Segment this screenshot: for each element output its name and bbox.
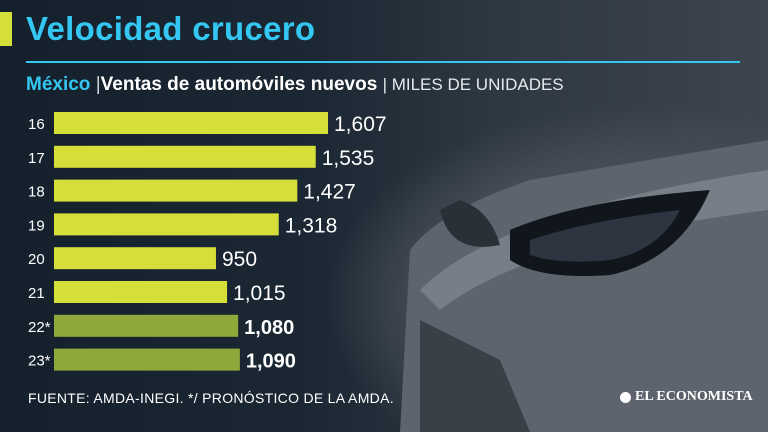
value-label: 1,535 <box>322 147 375 170</box>
page-title: Velocidad crucero <box>26 10 316 47</box>
value-label: 1,090 <box>246 351 296 373</box>
title-divider <box>26 61 740 63</box>
subtitle-separator: | <box>95 74 101 95</box>
subtitle-main: Ventas de automóviles nuevos <box>100 74 378 95</box>
brand-dot-icon <box>620 391 631 403</box>
title-accent-bar <box>0 12 12 46</box>
category-label: 18 <box>28 184 45 201</box>
value-label: 950 <box>222 248 257 271</box>
category-label: 21 <box>28 285 45 302</box>
brand-name: EL ECONOMISTA <box>635 389 753 404</box>
brand-logo: EL ECONOMISTA <box>620 389 753 405</box>
category-label: 20 <box>28 251 45 268</box>
bar <box>54 213 279 236</box>
category-label: 22* <box>28 319 51 336</box>
value-label: 1,427 <box>303 181 356 204</box>
bar <box>54 145 316 168</box>
category-label: 17 <box>28 150 45 167</box>
bar <box>54 281 228 303</box>
subtitle-unit: | MILES DE UNIDADES <box>382 75 564 94</box>
bar <box>54 314 239 337</box>
category-label: 19 <box>28 217 45 234</box>
value-label: 1,607 <box>334 113 387 136</box>
chart-subtitle: México |Ventas de automóviles nuevos | M… <box>26 74 564 96</box>
car-photo <box>400 140 768 432</box>
bar <box>54 179 298 202</box>
source-note: FUENTE: AMDA-INEGI. */ PRONÓSTICO DE LA … <box>28 390 394 406</box>
bar <box>54 247 216 270</box>
value-label: 1,015 <box>233 282 286 305</box>
bar <box>54 348 240 371</box>
category-label: 23* <box>28 353 51 370</box>
value-label: 1,080 <box>244 317 294 339</box>
value-label: 1,318 <box>285 214 338 237</box>
subtitle-country: México <box>26 74 91 95</box>
category-label: 16 <box>28 116 45 133</box>
bar <box>54 112 328 134</box>
